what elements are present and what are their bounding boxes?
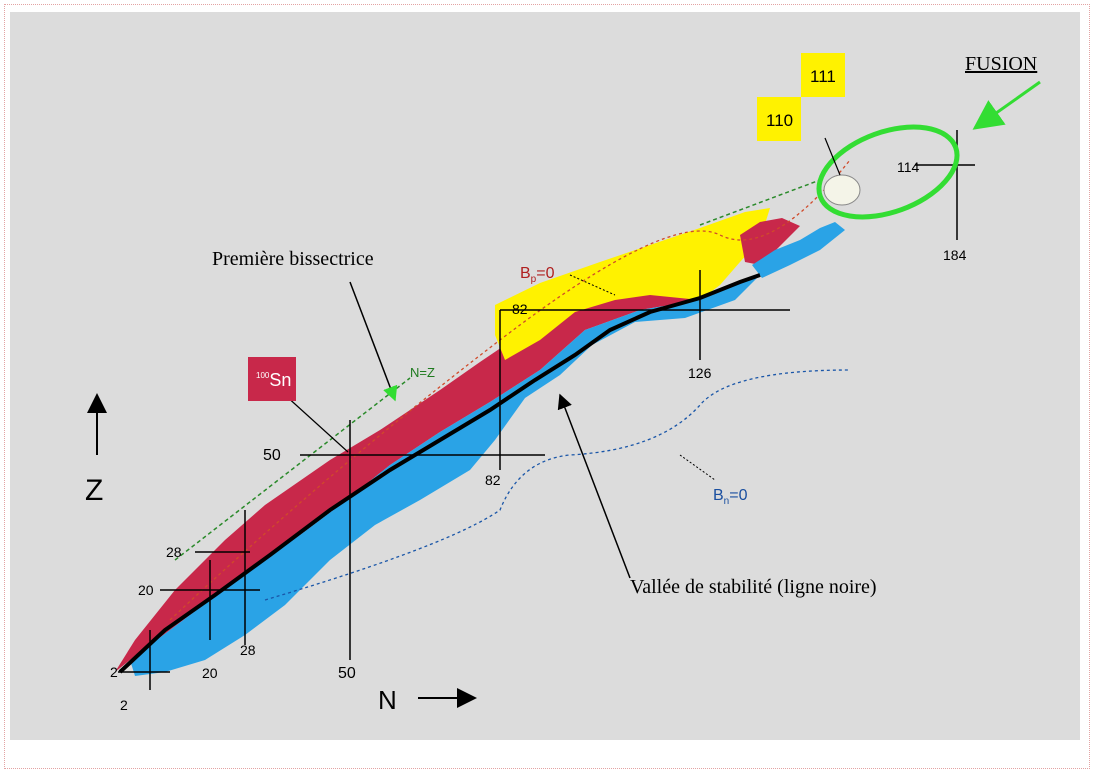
- magic-z-20: 20: [138, 582, 154, 598]
- magic-n-184: 184: [943, 247, 967, 263]
- magic-z-114: 114: [897, 159, 920, 175]
- box-111-rect: [801, 53, 845, 97]
- stability-line: [118, 273, 761, 674]
- bn-label: Bn=0: [713, 487, 748, 507]
- magic-z-82: 82: [512, 301, 528, 317]
- bp-dripline: [169, 159, 851, 621]
- magic-n-126: 126: [688, 365, 712, 381]
- box-111-label: 111: [810, 67, 836, 86]
- magic-z-50: 50: [263, 447, 281, 464]
- nz-label: N=Z: [410, 365, 435, 380]
- nz-line-upper: [699, 179, 821, 226]
- premiere-bissectrice-label: Première bissectrice: [212, 248, 374, 270]
- fusion-ellipse: [816, 124, 960, 220]
- vallee-label: Vallée de stabilité (ligne noire): [630, 576, 877, 598]
- box-arrow: [824, 137, 841, 176]
- fusion-arrow: [972, 80, 1041, 130]
- z-axis-label: Z: [85, 474, 103, 507]
- magic-n-28: 28: [240, 642, 256, 658]
- neutron-rich-band: [130, 275, 760, 676]
- box-110-rect: [757, 97, 801, 141]
- sn-box: [248, 357, 296, 401]
- bp-leader: [569, 274, 616, 296]
- superheavy-region: [495, 208, 770, 360]
- bn-leader: [679, 454, 716, 481]
- nz-line: [174, 377, 411, 561]
- magic-z-2: 2: [110, 664, 118, 680]
- bn-dripline: [264, 369, 851, 601]
- bissectrice-arrow: [349, 281, 398, 402]
- fusion-label: FUSION: [965, 53, 1037, 75]
- magic-n-2: 2: [120, 697, 128, 713]
- superheavy-island: [823, 174, 861, 206]
- n-axis-label: N: [378, 685, 397, 715]
- sn-label: 100Sn: [256, 370, 291, 390]
- magic-n-20: 20: [202, 665, 218, 681]
- magic-n-50: 50: [338, 665, 356, 682]
- magic-n-82: 82: [485, 472, 501, 488]
- magic-z-28: 28: [166, 544, 182, 560]
- magic-lines: [118, 130, 975, 690]
- sn-arrow: [284, 394, 349, 453]
- bp-label: Bp=0: [520, 265, 555, 285]
- vallee-arrow: [557, 393, 631, 579]
- superheavy-region-blue-patch: [752, 222, 845, 278]
- box-110-label: 110: [766, 111, 793, 130]
- page-frame: [4, 4, 1090, 769]
- superheavy-region-red-patch: [740, 218, 800, 265]
